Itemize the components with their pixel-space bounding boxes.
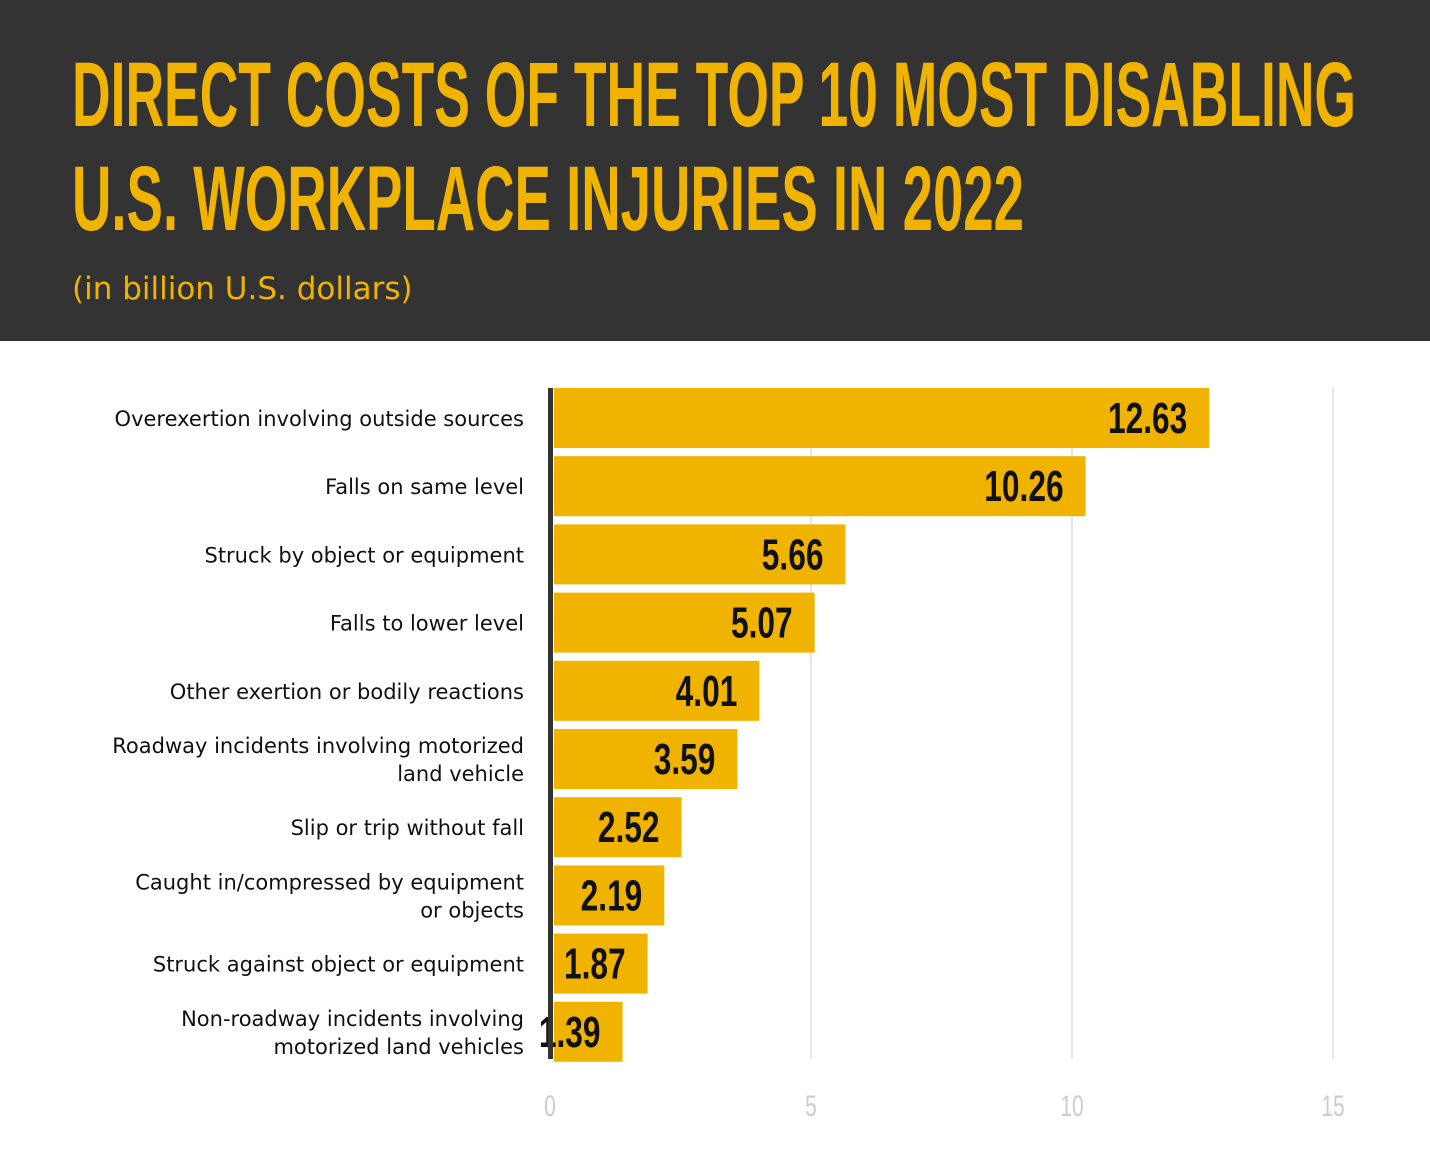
category-label: Slip or trip without fall bbox=[291, 816, 524, 840]
category-label: Falls on same level bbox=[325, 475, 524, 499]
x-tick-label: 15 bbox=[1321, 1091, 1344, 1123]
x-tick-label: 0 bbox=[544, 1091, 556, 1123]
data-label: 3.59 bbox=[654, 735, 716, 784]
x-tick-label: 5 bbox=[805, 1091, 817, 1123]
data-label: 2.52 bbox=[598, 803, 660, 852]
category-label: Other exertion or bodily reactions bbox=[170, 680, 524, 704]
data-label: 4.01 bbox=[676, 667, 738, 716]
category-label: Non-roadway incidents involving bbox=[181, 1007, 524, 1031]
bar bbox=[554, 1001, 623, 1062]
x-tick-label: 10 bbox=[1060, 1091, 1083, 1123]
chart-title-line-1: DIRECT COSTS OF THE TOP 10 MOST DISABLIN… bbox=[72, 44, 1356, 146]
bar bbox=[554, 865, 665, 926]
bar bbox=[554, 660, 760, 721]
category-label: Overexertion involving outside sources bbox=[115, 407, 524, 431]
bar bbox=[554, 933, 648, 994]
chart-title-line-2: U.S. WORKPLACE INJURIES IN 2022 bbox=[72, 148, 1024, 250]
bar bbox=[554, 524, 846, 585]
data-label: 5.66 bbox=[762, 530, 824, 579]
category-label: motorized land vehicles bbox=[273, 1035, 524, 1059]
bar bbox=[554, 456, 1086, 517]
category-label: Caught in/compressed by equipment bbox=[135, 870, 524, 894]
category-label: Struck against object or equipment bbox=[153, 953, 524, 977]
bar bbox=[554, 797, 682, 858]
category-label: Falls to lower level bbox=[330, 612, 524, 636]
bar bbox=[554, 592, 815, 653]
bar bbox=[554, 729, 738, 789]
data-label: 12.63 bbox=[1108, 394, 1187, 443]
category-label: land vehicle bbox=[397, 762, 524, 786]
data-label: 1.87 bbox=[564, 940, 626, 989]
header-banner bbox=[0, 0, 1430, 341]
category-label: Roadway incidents involving motorized bbox=[112, 734, 524, 758]
data-label: 2.19 bbox=[581, 871, 643, 920]
y-axis-line bbox=[548, 388, 553, 1059]
bar bbox=[554, 388, 1210, 448]
category-label: or objects bbox=[420, 898, 524, 922]
chart-subtitle: (in billion U.S. dollars) bbox=[72, 271, 413, 307]
data-label: 5.07 bbox=[731, 599, 793, 648]
category-label: Struck by object or equipment bbox=[204, 543, 524, 567]
data-label: 10.26 bbox=[984, 462, 1063, 511]
